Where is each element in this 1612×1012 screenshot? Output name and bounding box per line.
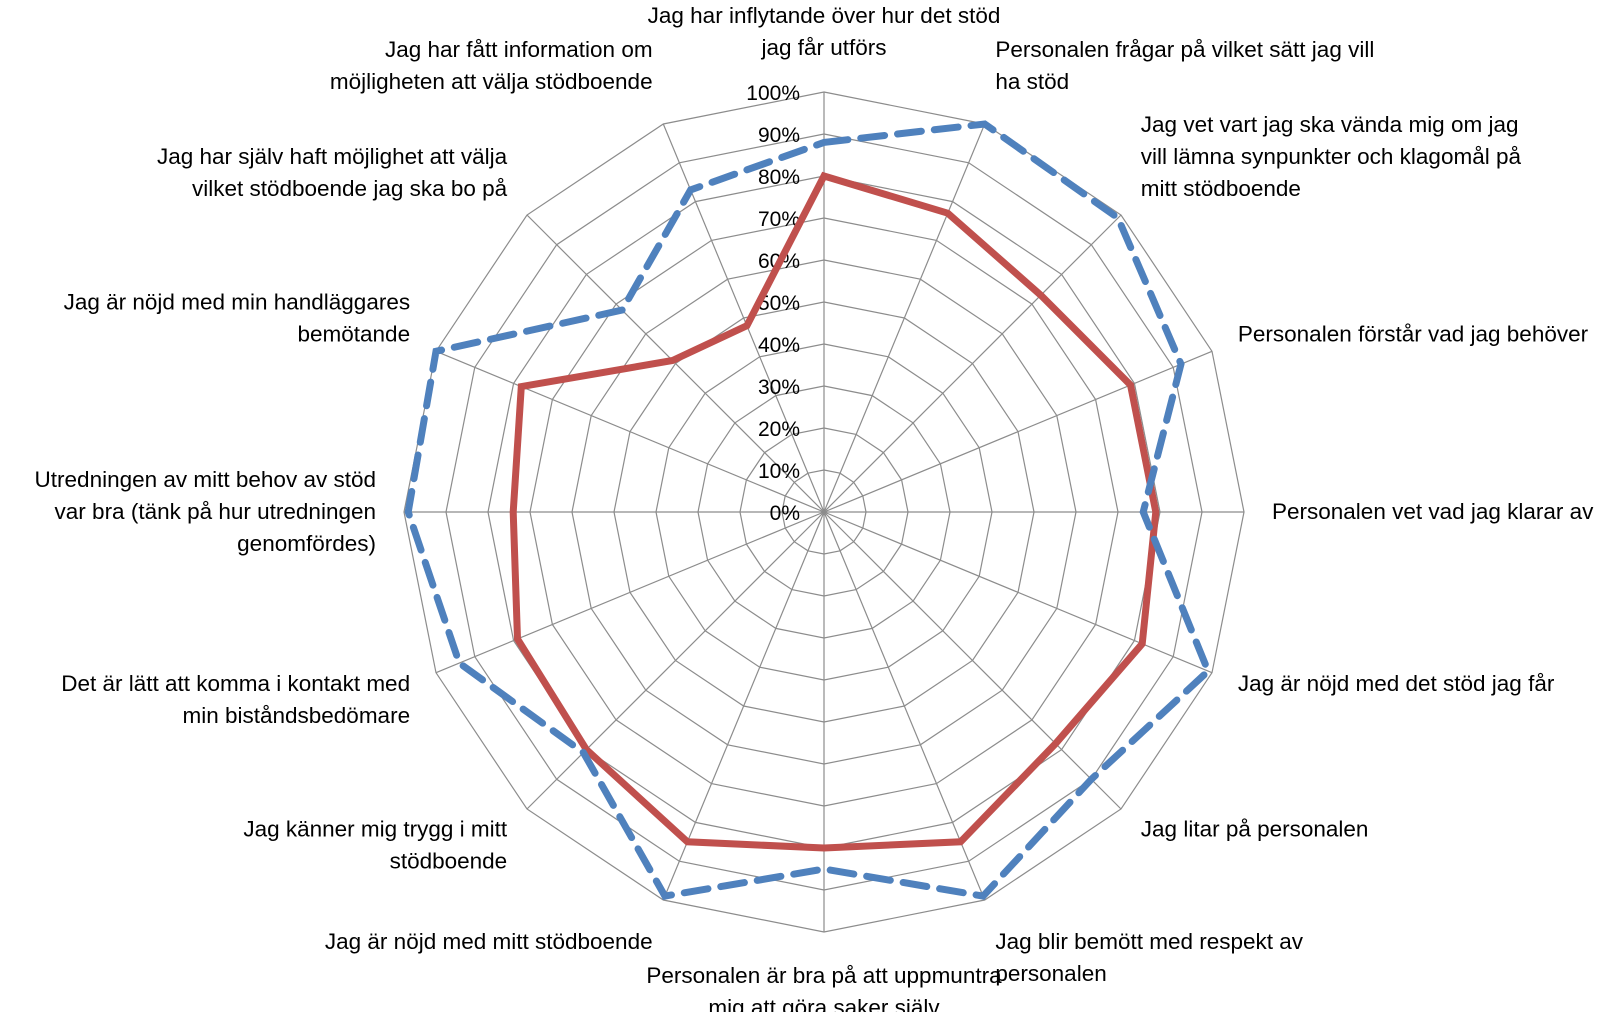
category-label-0-line-0: Jag har inflytande över hur det stöd [648, 3, 1001, 28]
spoke-1 [823, 123, 986, 513]
spoke-5 [823, 511, 1213, 674]
category-label-10-line-0: Jag känner mig trygg i mitt [243, 816, 508, 841]
category-label-2-line-1: vill lämna synpunkter och klagomål på [1141, 144, 1522, 169]
spoke-6 [823, 511, 1122, 810]
spoke-9 [662, 511, 825, 901]
spoke-10 [526, 511, 825, 810]
category-label-5-line-0: Jag är nöjd med det stöd jag får [1238, 671, 1555, 696]
radar-spokes [404, 92, 1244, 932]
tick-label-0: 0% [770, 502, 800, 525]
category-label-7-line-0: Jag blir bemött med respekt av [995, 929, 1303, 954]
category-label-14-line-1: vilket stödboende jag ska bo på [192, 176, 508, 201]
category-label-15-line-1: möjligheten att välja stödboende [330, 69, 653, 94]
tick-label-5: 50% [758, 292, 800, 315]
series-line-1 [404, 120, 1213, 900]
tick-label-4: 40% [758, 334, 800, 357]
radar-series [404, 120, 1213, 900]
tick-label-1: 10% [758, 460, 800, 483]
radial-tick-labels: 0%10%20%30%40%50%60%70%80%90%100% [746, 82, 800, 525]
category-label-11-line-1: min biståndsbedömare [182, 703, 410, 728]
category-label-13-line-0: Jag är nöjd med min handläggares [64, 289, 410, 314]
category-label-4-line-0: Personalen vet vad jag klarar av [1272, 499, 1594, 524]
tick-label-8: 80% [758, 166, 800, 189]
category-label-12-line-1: var bra (tänk på hur utredningen [55, 499, 376, 524]
category-label-12-line-0: Utredningen av mitt behov av stöd [35, 467, 376, 492]
category-label-3-line-0: Personalen förstår vad jag behöver [1238, 321, 1589, 346]
category-label-1-line-0: Personalen frågar på vilket sätt jag vil… [995, 37, 1374, 62]
category-label-0-line-1: jag får utförs [760, 35, 886, 60]
spoke-2 [823, 214, 1122, 513]
tick-label-10: 100% [746, 82, 800, 105]
category-label-2-line-0: Jag vet vart jag ska vända mig om jag [1141, 112, 1519, 137]
category-label-8-line-0: Personalen är bra på att uppmuntra [646, 963, 1002, 988]
category-label-6-line-0: Jag litar på personalen [1141, 816, 1369, 841]
tick-label-9: 90% [758, 124, 800, 147]
category-label-13-line-1: bemötande [298, 321, 411, 346]
category-label-8-line-1: mig att göra saker själv [708, 995, 940, 1012]
category-label-12-line-2: genomfördes) [237, 531, 376, 556]
category-label-9-line-0: Jag är nöjd med mitt stödboende [325, 929, 653, 954]
tick-label-3: 30% [758, 376, 800, 399]
spoke-14 [526, 214, 825, 513]
category-label-11-line-0: Det är lätt att komma i kontakt med [61, 671, 410, 696]
category-label-10-line-1: stödboende [390, 848, 508, 873]
tick-label-2: 20% [758, 418, 800, 441]
tick-label-7: 70% [758, 208, 800, 231]
category-label-1-line-1: ha stöd [995, 69, 1069, 94]
spoke-11 [435, 511, 825, 674]
spoke-13 [435, 350, 825, 513]
category-labels: Jag har inflytande över hur det stöd jag … [35, 3, 1595, 1012]
category-label-7-line-1: personalen [995, 961, 1106, 986]
category-label-14-line-0: Jag har själv haft möjlighet att välja [157, 144, 508, 169]
category-label-2-line-2: mitt stödboende [1141, 176, 1301, 201]
category-label-15-line-0: Jag har fått information om [385, 37, 653, 62]
spoke-3 [823, 350, 1213, 513]
spoke-7 [823, 511, 986, 901]
